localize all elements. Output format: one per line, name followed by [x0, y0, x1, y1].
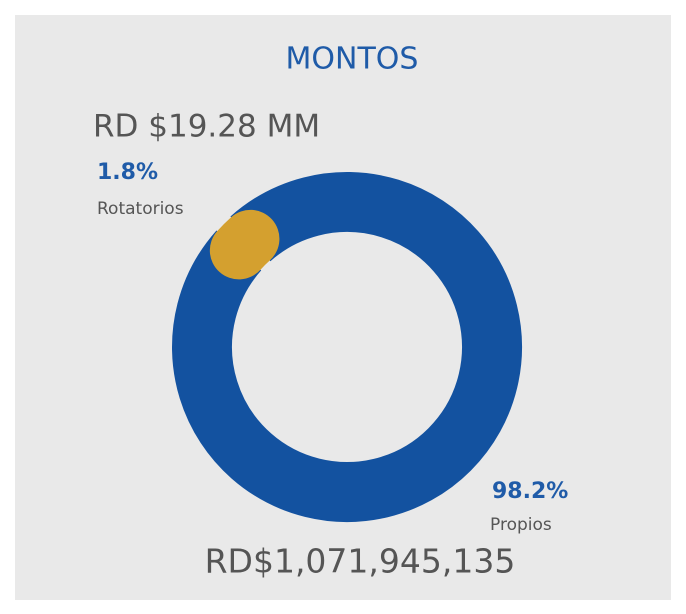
- donut: [172, 172, 522, 522]
- value-label: 1.8%: [97, 160, 158, 185]
- donut-segment: [172, 172, 522, 522]
- category-label: Rotatorios: [97, 199, 184, 219]
- value-label: 98.2%: [492, 479, 568, 504]
- amount-label: RD$1,071,945,135: [205, 542, 516, 581]
- chart-title: MONTOS: [286, 42, 419, 77]
- donut-segment: [209, 209, 280, 280]
- category-label: Propios: [490, 515, 552, 535]
- amount-label: RD $19.28 MM: [93, 109, 320, 145]
